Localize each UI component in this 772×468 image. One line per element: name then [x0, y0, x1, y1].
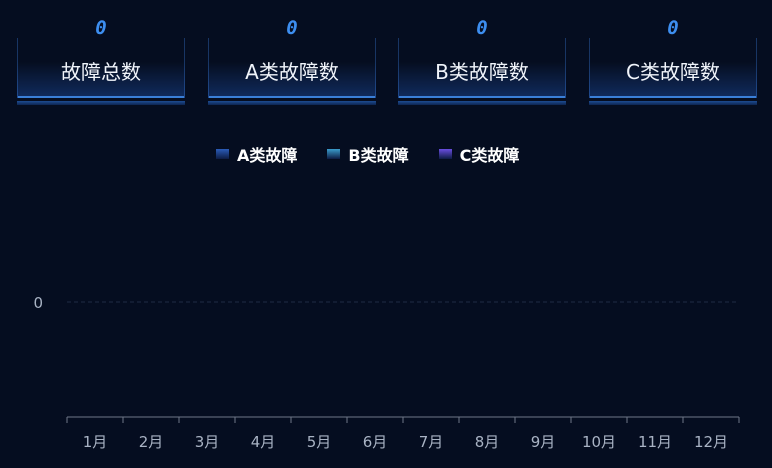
- card-frame: [398, 38, 566, 98]
- legend-swatch: [438, 149, 452, 159]
- legend-item[interactable]: B类故障: [327, 142, 409, 166]
- x-tick-label: 11月: [638, 433, 672, 451]
- card-base: [17, 101, 185, 105]
- chart-legend: A类故障 B类故障 C类故障: [216, 142, 549, 166]
- card-label: 故障总数: [61, 60, 141, 84]
- card-value: 0: [286, 17, 298, 39]
- card-base: [208, 101, 376, 105]
- card-label: A类故障数: [245, 60, 339, 84]
- summary-card: 0 A类故障数: [208, 0, 376, 108]
- x-tick-label: 4月: [251, 433, 276, 451]
- x-tick-label: 9月: [531, 433, 556, 451]
- summary-card: 0 B类故障数: [398, 0, 566, 108]
- legend-label: C类故障: [459, 146, 520, 165]
- x-tick-label: 5月: [307, 433, 332, 451]
- x-tick-label: 6月: [363, 433, 388, 451]
- legend-label: A类故障: [237, 146, 298, 165]
- card-base: [589, 101, 757, 105]
- legend-swatch: [216, 149, 229, 159]
- card-base: [398, 101, 566, 105]
- card-frame: [208, 38, 376, 98]
- x-tick-label: 3月: [195, 433, 220, 451]
- summary-card: 0 C类故障数: [589, 0, 757, 108]
- legend-swatch: [327, 149, 341, 159]
- x-tick-label: 8月: [475, 433, 500, 451]
- card-value: 0: [95, 17, 107, 39]
- x-tick-label: 1月: [83, 433, 108, 451]
- card-frame: [589, 38, 757, 98]
- x-tick-label: 12月: [694, 433, 728, 451]
- card-label: B类故障数: [435, 60, 529, 84]
- summary-card: 0 故障总数: [17, 0, 185, 108]
- legend-item[interactable]: C类故障: [438, 142, 520, 166]
- card-value: 0: [667, 17, 679, 39]
- x-tick-label: 7月: [419, 433, 444, 451]
- y-tick-label: 0: [33, 294, 43, 312]
- card-label: C类故障数: [626, 60, 720, 84]
- legend-item[interactable]: A类故障: [216, 142, 297, 166]
- card-value: 0: [476, 17, 488, 39]
- legend-label: B类故障: [348, 146, 409, 165]
- x-tick-label: 10月: [582, 433, 616, 451]
- card-frame: [17, 38, 185, 98]
- x-tick-label: 2月: [139, 433, 164, 451]
